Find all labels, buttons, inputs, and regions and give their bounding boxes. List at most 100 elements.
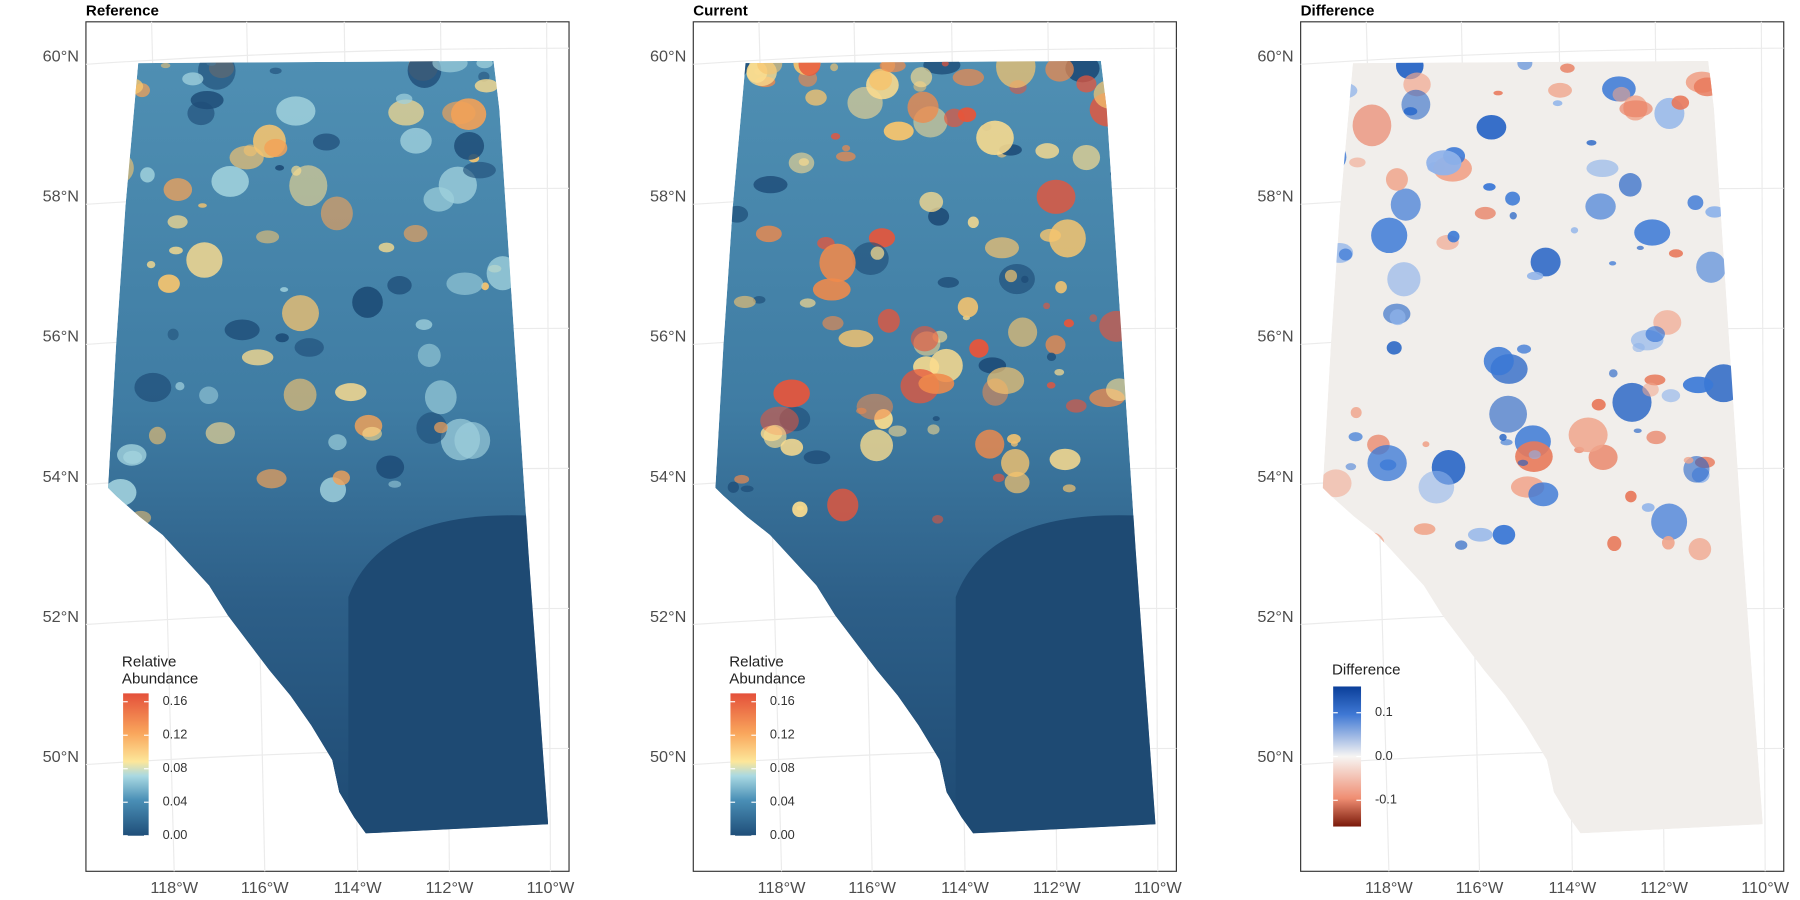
lat-label: 52°N — [43, 608, 79, 626]
raster-patch — [376, 455, 405, 479]
raster-patch — [117, 444, 147, 466]
raster-patch — [187, 101, 215, 126]
raster-patch — [842, 144, 851, 152]
raster-patch — [378, 242, 395, 253]
raster-patch — [856, 393, 894, 420]
lat-label: 60°N — [650, 48, 686, 66]
raster-patch — [1696, 251, 1727, 283]
raster-patch — [1607, 536, 1622, 552]
raster-patch — [1338, 248, 1353, 261]
raster-patch — [763, 424, 787, 448]
raster-patch — [1396, 60, 1424, 80]
lon-label: 116°W — [1456, 879, 1504, 897]
lat-label: 58°N — [1257, 188, 1293, 206]
map-panel: Current 60°N 58°N 56°N 54°N 52°N 50°N 118°W 116°… — [650, 3, 1182, 897]
lat-label: 56°N — [1257, 328, 1293, 346]
raster-patch — [446, 272, 484, 296]
raster-patch — [1043, 302, 1051, 310]
raster-patch — [1001, 448, 1030, 477]
raster-patch — [996, 60, 1036, 89]
raster-patch — [400, 127, 432, 154]
raster-patch — [1661, 389, 1681, 403]
colorbar-label: 0.1 — [1375, 705, 1393, 719]
raster-patch — [1049, 448, 1081, 471]
raster-patch — [169, 246, 183, 255]
raster-patch — [847, 86, 883, 119]
lat-label: 54°N — [650, 468, 686, 486]
raster-patch — [416, 412, 447, 444]
raster-patch — [1608, 369, 1618, 378]
colorbar-label: 0.04 — [770, 795, 795, 809]
raster-patch — [160, 62, 171, 69]
raster-patch — [1474, 206, 1496, 220]
raster-patch — [1570, 227, 1579, 234]
lat-label: 50°N — [1257, 748, 1293, 766]
colorbar-label: 0.12 — [770, 728, 795, 742]
raster-patch — [332, 470, 350, 486]
colorbar-label: 0.04 — [163, 795, 188, 809]
raster-patch — [450, 98, 487, 130]
raster-patch — [1668, 249, 1683, 258]
lon-label: 114°W — [1549, 879, 1597, 897]
raster-patch — [1642, 382, 1659, 397]
raster-patch — [1072, 144, 1101, 171]
raster-patch — [1552, 100, 1563, 107]
raster-patch — [1007, 434, 1021, 444]
raster-patch — [1517, 60, 1533, 71]
raster-patch — [440, 418, 481, 461]
raster-patch — [1035, 143, 1060, 159]
raster-patch — [822, 316, 844, 331]
colorbar-label: -0.1 — [1375, 793, 1397, 807]
raster-patch — [918, 373, 955, 394]
raster-patch — [1586, 139, 1597, 146]
raster-patch — [957, 297, 979, 318]
raster-patch — [403, 224, 428, 243]
raster-patch — [927, 424, 940, 435]
colorbar-label: 0.08 — [163, 761, 188, 775]
lon-label: 114°W — [334, 879, 382, 897]
raster-patch — [1634, 219, 1671, 246]
raster-patch — [1651, 503, 1688, 541]
raster-patch — [976, 120, 1014, 156]
raster-patch — [1591, 398, 1606, 411]
raster-patch — [1401, 89, 1431, 120]
lat-label: 54°N — [1257, 468, 1293, 486]
raster-patch — [805, 89, 827, 106]
raster-patch — [417, 343, 441, 367]
lon-label: 110°W — [527, 879, 575, 897]
raster-patch — [969, 339, 989, 358]
raster-patch — [836, 151, 856, 162]
raster-patch — [788, 152, 815, 174]
raster-patch — [1065, 399, 1087, 413]
lon-label: 112°W — [1033, 879, 1081, 897]
raster-patch — [928, 207, 950, 226]
raster-patch — [1528, 450, 1541, 460]
lat-label: 50°N — [43, 748, 79, 766]
raster-patch — [1403, 72, 1431, 97]
raster-patch — [140, 167, 155, 183]
raster-patch — [1367, 444, 1407, 482]
raster-patch — [320, 196, 353, 231]
raster-patch — [1618, 173, 1642, 197]
raster-patch — [827, 488, 859, 522]
raster-patch — [1526, 271, 1544, 281]
raster-patch — [1499, 433, 1507, 441]
raster-patch — [740, 485, 754, 493]
raster-patch — [1065, 60, 1100, 83]
raster-patch — [352, 286, 383, 318]
raster-patch — [243, 144, 258, 157]
raster-patch — [1348, 432, 1363, 442]
colorbar-label: 0.16 — [770, 694, 795, 708]
raster-patch — [967, 216, 979, 229]
legend-title: Relative — [122, 653, 177, 670]
colorbar — [123, 693, 149, 836]
raster-patch — [877, 308, 900, 333]
raster-patch — [868, 68, 893, 91]
raster-patch — [148, 426, 166, 445]
raster-patch — [1687, 195, 1704, 211]
raster-patch — [1386, 341, 1402, 355]
lat-label: 60°N — [1257, 48, 1293, 66]
raster-patch — [992, 473, 1005, 483]
map-panel: Difference 60°N 58°N 56°N 54°N 52°N 50°N 118°W 1… — [1257, 3, 1789, 897]
